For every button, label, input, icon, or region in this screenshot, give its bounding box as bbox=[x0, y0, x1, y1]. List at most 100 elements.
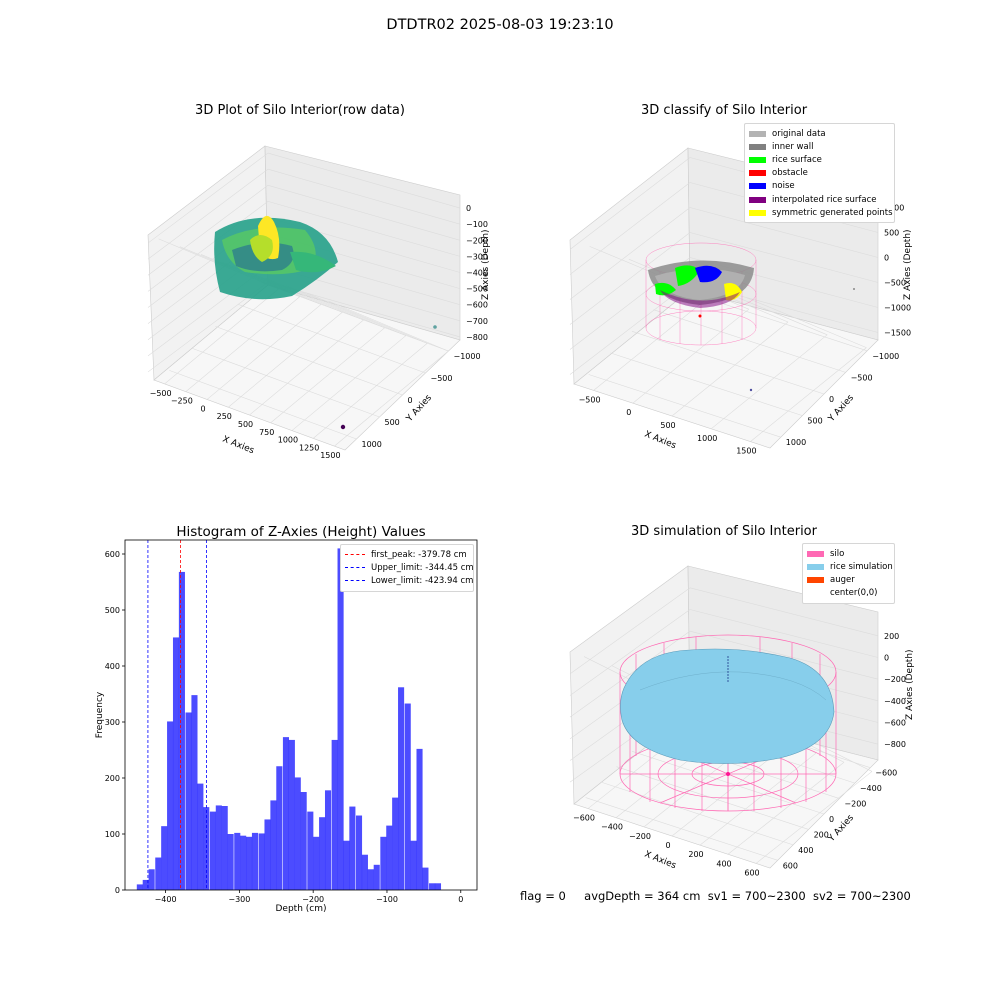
histogram-bar bbox=[349, 806, 356, 890]
legend-label: symmetric generated points bbox=[772, 207, 893, 218]
histogram-y-tick-label: 200 bbox=[105, 774, 120, 783]
x-tick-label: −600 bbox=[573, 814, 595, 823]
x-tick-label: −250 bbox=[171, 397, 193, 406]
x-tick-label: −500 bbox=[150, 389, 172, 398]
x-tick-label: 600 bbox=[744, 868, 759, 877]
histogram-bar bbox=[282, 737, 290, 890]
histogram-bar bbox=[142, 879, 149, 890]
z-tick-label: −200 bbox=[466, 236, 488, 245]
y-tick-label: −200 bbox=[844, 800, 866, 809]
x-tick-label: 1500 bbox=[736, 447, 756, 456]
panel2-title: 3D classify of Silo Interior bbox=[640, 103, 808, 118]
x-tick-label: 0 bbox=[626, 408, 631, 417]
y-tick-label: 500 bbox=[807, 417, 822, 426]
panel2-noise-point bbox=[749, 388, 753, 392]
y-tick-label: −500 bbox=[431, 374, 453, 383]
z-tick-label: 0 bbox=[884, 254, 889, 263]
histogram-bar bbox=[155, 857, 162, 890]
status-avg-depth: avgDepth = 364 cm bbox=[584, 889, 701, 903]
histogram-y-tick-label: 500 bbox=[105, 606, 120, 615]
x-tick-label: 750 bbox=[259, 428, 274, 437]
y-tick-label: 1000 bbox=[786, 438, 806, 447]
z-tick-label: −800 bbox=[466, 333, 488, 342]
legend-swatch bbox=[749, 183, 766, 190]
legend-swatch bbox=[749, 143, 766, 150]
legend-swatch bbox=[749, 209, 766, 216]
legend-swatch bbox=[749, 196, 766, 203]
legend-label: Upper_limit: -344.45 cm bbox=[371, 562, 474, 573]
panel2-legend: original data inner wall rice surface ob… bbox=[744, 123, 895, 224]
legend-item: rice simulation bbox=[807, 560, 893, 573]
histogram-bar bbox=[136, 884, 143, 890]
legend-swatch bbox=[749, 170, 766, 177]
z-tick-label: −300 bbox=[466, 252, 488, 261]
x-tick-label: 1000 bbox=[697, 434, 717, 443]
x-tick-label: 250 bbox=[217, 412, 232, 421]
z-tick-label: −500 bbox=[466, 285, 488, 294]
panel3-title: Histogram of Z-Axies (Height) Values bbox=[176, 524, 426, 540]
histogram-x-tick-label: −200 bbox=[302, 895, 324, 904]
histogram-bar bbox=[416, 748, 423, 890]
histogram-bar bbox=[197, 783, 204, 890]
histogram-bar bbox=[246, 836, 253, 890]
y-tick-label: 0 bbox=[829, 395, 834, 404]
histogram-bar bbox=[319, 817, 326, 890]
z-tick-label: 0 bbox=[884, 654, 889, 663]
y-tick-label: −600 bbox=[875, 769, 897, 778]
histogram-bar bbox=[178, 571, 185, 890]
z-tick-label: 0 bbox=[466, 204, 471, 213]
panel1-title: 3D Plot of Silo Interior(row data) bbox=[195, 103, 405, 118]
histogram-bar bbox=[422, 867, 429, 890]
panel4-x-label: X Axies bbox=[643, 850, 678, 872]
histogram-bar bbox=[355, 815, 363, 890]
legend-item: center(0,0) bbox=[807, 587, 890, 600]
legend-item: interpolated rice surface bbox=[749, 193, 890, 206]
legend-label: Lower_limit: -423.94 cm bbox=[371, 575, 474, 586]
z-tick-label: 500 bbox=[884, 229, 899, 238]
legend-item: auger bbox=[807, 573, 890, 586]
panel2-z-label: Z Axies (Depth) bbox=[903, 229, 913, 300]
y-tick-label: −500 bbox=[851, 373, 873, 382]
histogram-bar bbox=[167, 721, 174, 890]
panel4-center-point bbox=[726, 772, 730, 776]
histogram-bar bbox=[404, 703, 411, 890]
legend-item: symmetric generated points bbox=[749, 206, 893, 219]
legend-label: center(0,0) bbox=[830, 588, 878, 599]
z-tick-label: −400 bbox=[466, 269, 488, 278]
histogram-bar bbox=[434, 883, 442, 890]
panel1-z-label: Z Axies (Depth) bbox=[481, 229, 491, 300]
histogram-bar bbox=[361, 854, 368, 890]
legend-swatch bbox=[807, 550, 824, 557]
x-tick-label: 500 bbox=[660, 421, 675, 430]
x-tick-label: 200 bbox=[688, 850, 703, 859]
x-tick-label: −400 bbox=[601, 823, 623, 832]
y-tick-label: 200 bbox=[814, 830, 829, 839]
z-tick-label: −400 bbox=[884, 697, 906, 706]
panel1-outlier-point bbox=[433, 325, 437, 329]
histogram-bar bbox=[324, 790, 332, 890]
legend-line bbox=[345, 554, 365, 556]
panel4-legend: silo rice simulation auger center(0,0) bbox=[802, 543, 895, 604]
y-tick-label: 500 bbox=[385, 418, 400, 427]
legend-item: Lower_limit: -423.94 cm bbox=[345, 574, 473, 587]
legend-label: obstacle bbox=[772, 168, 808, 179]
status-line: flag = 0 avgDepth = 364 cm sv1 = 700~230… bbox=[520, 889, 911, 903]
histogram-y-label: Frequency bbox=[95, 691, 105, 738]
histogram-bar bbox=[398, 687, 405, 890]
status-flag: flag = 0 bbox=[520, 889, 566, 903]
panel2-noise-point bbox=[853, 288, 855, 290]
histogram-bar bbox=[234, 832, 241, 890]
histogram-x-tick-label: −400 bbox=[155, 895, 177, 904]
legend-line bbox=[345, 580, 365, 582]
histogram-y-tick-label: 400 bbox=[105, 662, 120, 671]
histogram-x-tick-label: −300 bbox=[228, 895, 250, 904]
x-tick-label: 0 bbox=[665, 841, 670, 850]
histogram-bar bbox=[343, 840, 350, 890]
legend-label: auger bbox=[830, 574, 855, 585]
histogram-bar bbox=[240, 835, 247, 890]
histogram-bar bbox=[276, 766, 283, 890]
y-tick-label: 1000 bbox=[362, 440, 382, 449]
histogram-bar bbox=[313, 836, 320, 890]
